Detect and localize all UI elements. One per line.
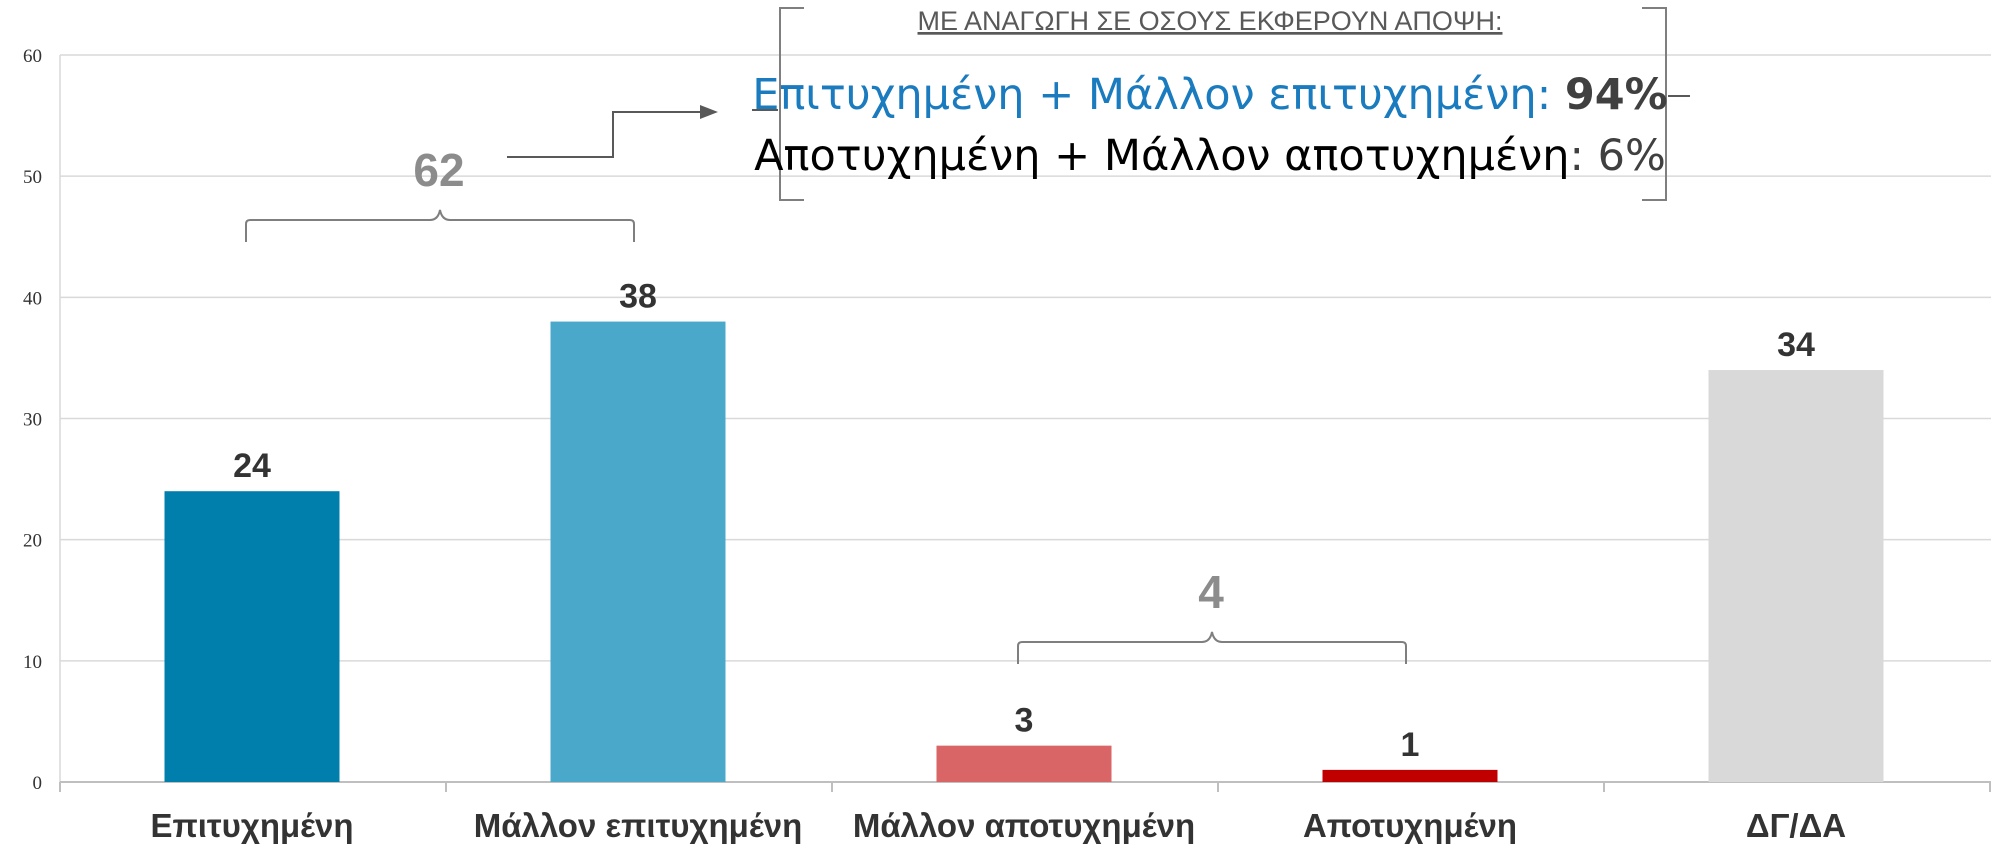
note-right-bracket (1642, 7, 1667, 201)
note-left-bracket (779, 7, 804, 201)
data-label: 34 (1777, 326, 1815, 364)
x-tick-label: Μάλλον επιτυχημένη (474, 807, 803, 844)
y-tick-label: 0 (33, 773, 43, 794)
data-label: 38 (619, 278, 657, 316)
grid-lines (60, 54, 1991, 662)
x-tick-label: Αποτυχημένη (1303, 807, 1517, 844)
note-line-2-label: Αποτυχημένη + Μάλλον αποτυχημένη (754, 131, 1569, 181)
bar (164, 491, 340, 782)
x-tick-label: Μάλλον αποτυχημένη (853, 807, 1195, 844)
y-tick-label: 10 (23, 652, 42, 673)
data-label: 24 (233, 447, 271, 485)
y-tick-label: 40 (23, 288, 42, 309)
x-axis: Επιτυχημένη Μάλλον επιτυχημένη Μάλλον αποτ… (59, 781, 1991, 844)
x-tick-label: Επιτυχημένη (150, 807, 353, 844)
note-line-1: Επιτυχημένη + Μάλλον επιτυχημένη: 94% (752, 70, 1668, 120)
connector-arrow (507, 105, 718, 158)
bar (936, 745, 1112, 782)
group-bracket (245, 209, 635, 242)
x-tick-label: ΔΓ/ΔΑ (1746, 807, 1846, 844)
group-brackets: 62 4 (245, 144, 1407, 664)
bar (1708, 370, 1884, 782)
data-label: 3 (1015, 702, 1034, 740)
group-label: 4 (1198, 566, 1224, 618)
note-line-1-colon: : (1537, 70, 1565, 120)
note-line-1-label: Επιτυχημένη + Μάλλον επιτυχημένη (752, 70, 1536, 120)
bars (164, 321, 1884, 782)
arrow-head-icon (700, 105, 718, 119)
bar (1322, 769, 1498, 782)
note-line-2-value: 6% (1598, 131, 1666, 181)
group-bracket (1017, 631, 1407, 664)
note-line-2-colon: : (1569, 131, 1597, 181)
note-header: ΜΕ ΑΝΑΓΩΓΗ ΣΕ ΟΣΟΥΣ ΕΚΦΕΡΟΥΝ ΑΠΟΨΗ: (918, 6, 1503, 36)
note-line-2: Αποτυχημένη + Μάλλον αποτυχημένη: 6% (754, 131, 1666, 181)
y-tick-label: 60 (23, 46, 42, 67)
group-label: 62 (413, 144, 464, 196)
data-labels: 24 38 3 1 34 (233, 278, 1815, 764)
y-axis: 0 10 20 30 40 50 60 (23, 46, 61, 794)
y-tick-label: 20 (23, 531, 42, 552)
summary-note: ΜΕ ΑΝΑΓΩΓΗ ΣΕ ΟΣΟΥΣ ΕΚΦΕΡΟΥΝ ΑΠΟΨΗ: Επιτ… (752, 6, 1690, 201)
bar (550, 321, 726, 782)
y-tick-label: 30 (23, 410, 42, 431)
note-line-1-value: 94% (1565, 70, 1668, 120)
data-label: 1 (1401, 726, 1420, 764)
y-tick-label: 50 (23, 167, 42, 188)
